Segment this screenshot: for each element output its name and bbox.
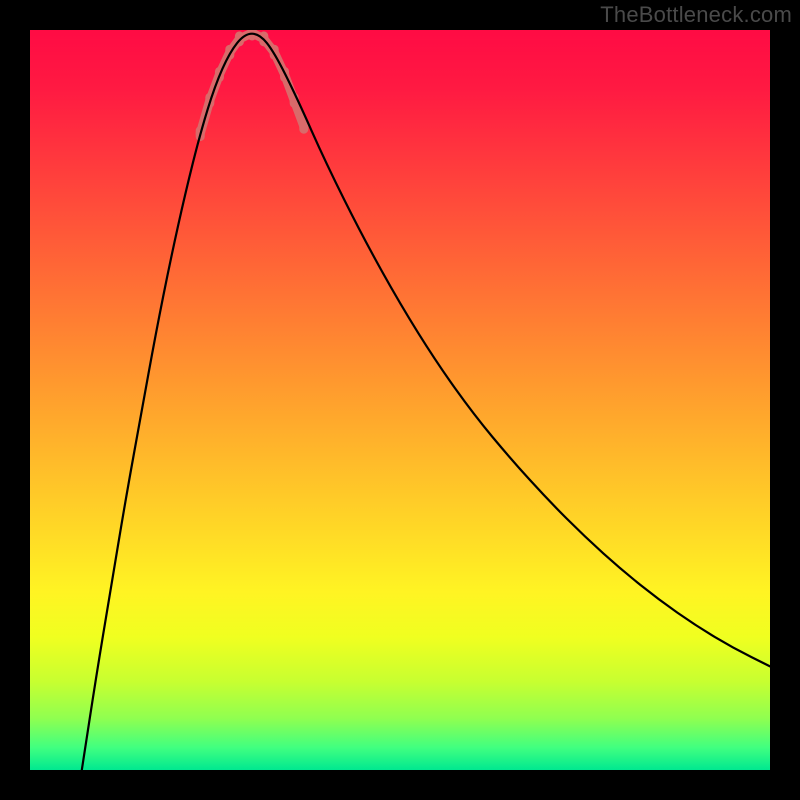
plot-area (30, 30, 770, 770)
curve-layer (30, 30, 770, 770)
bottleneck-curve (82, 34, 770, 770)
watermark-text: TheBottleneck.com (600, 2, 792, 28)
